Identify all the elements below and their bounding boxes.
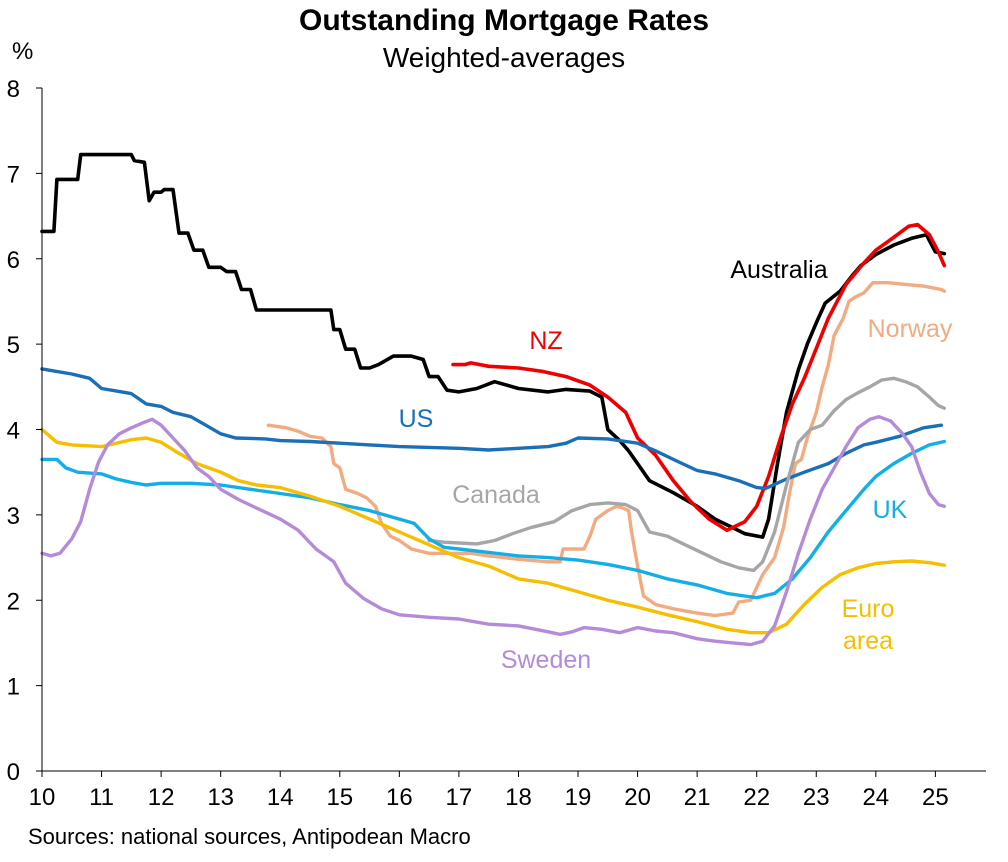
x-tick-label: 12 — [148, 784, 175, 811]
y-tick-label: 7 — [7, 161, 20, 188]
x-tick-label: 20 — [624, 784, 651, 811]
y-tick-label: 4 — [7, 418, 20, 445]
x-tick-label: 25 — [922, 784, 949, 811]
series-label-uk: UK — [873, 496, 908, 524]
y-tick-label: 8 — [7, 76, 20, 103]
series-line-uk — [40, 439, 946, 600]
x-tick-label: 18 — [505, 784, 532, 811]
x-tick-label: 23 — [803, 784, 830, 811]
series-line-sweden — [40, 415, 946, 647]
x-tick-label: 24 — [862, 784, 889, 811]
series-line-australia — [40, 152, 947, 539]
y-tick-label: 6 — [7, 247, 20, 274]
series-line-us — [40, 367, 943, 491]
y-tick-label: 2 — [7, 588, 20, 615]
series-label-norway: Norway — [868, 315, 953, 343]
series-label-canada: Canada — [452, 481, 540, 509]
x-tick-label: 10 — [29, 784, 56, 811]
x-tick-label: 13 — [207, 784, 234, 811]
y-tick-label: 3 — [7, 503, 20, 530]
x-tick-label: 14 — [267, 784, 294, 811]
y-tick-label: 0 — [7, 759, 20, 786]
series-label-australia: Australia — [730, 256, 827, 284]
chart-subtitle: Weighted-averages — [382, 42, 626, 73]
source-note: Sources: national sources, Antipodean Ma… — [28, 824, 471, 849]
series-line-nz — [451, 222, 947, 532]
series-line-canada — [427, 376, 946, 573]
chart-title: Outstanding Mortgage Rates — [298, 4, 710, 37]
x-tick-label: 22 — [743, 784, 770, 811]
x-tick-label: 17 — [446, 784, 473, 811]
series-line-norway — [266, 281, 946, 618]
series-labels-layer: Australia NZ Norway US Canada UK Euro area Swede… — [399, 256, 953, 674]
series-label-us: US — [399, 405, 434, 433]
y-axis-unit-label: % — [12, 38, 34, 65]
series-line-euro-area — [40, 427, 946, 635]
series-label-sweden: Sweden — [501, 646, 591, 674]
series-layer — [40, 152, 947, 647]
series-label-euro-area: Euro — [842, 595, 895, 623]
x-tick-label: 19 — [565, 784, 592, 811]
x-tick-label: 15 — [326, 784, 353, 811]
y-tick-label: 1 — [7, 674, 20, 701]
x-tick-label: 21 — [684, 784, 711, 811]
series-label-euro-area: area — [843, 627, 893, 655]
series-label-nz: NZ — [529, 327, 562, 355]
y-tick-label: 5 — [7, 332, 20, 359]
x-tick-label: 11 — [89, 784, 114, 811]
x-tick-label: 16 — [386, 784, 413, 811]
